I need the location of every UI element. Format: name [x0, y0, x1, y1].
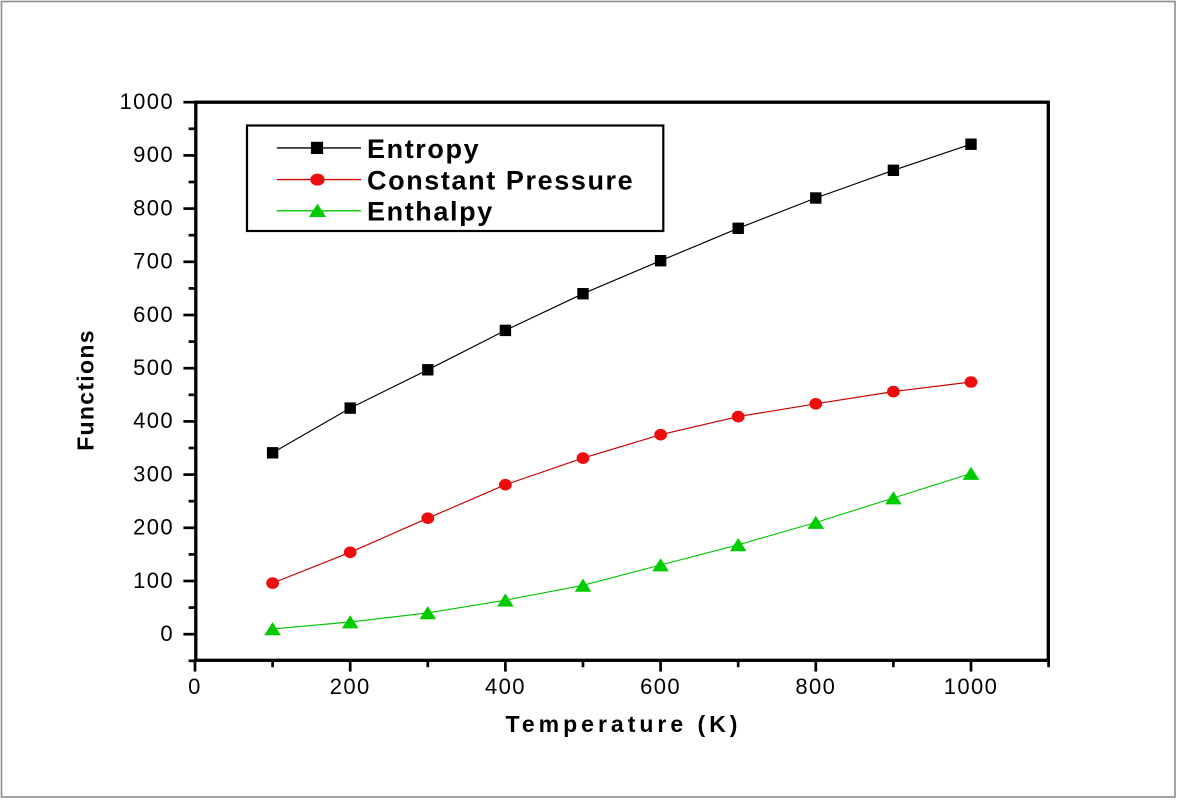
svg-text:400: 400	[133, 408, 174, 433]
svg-text:700: 700	[133, 249, 174, 274]
svg-text:200: 200	[330, 674, 371, 699]
svg-text:Enthalpy: Enthalpy	[367, 197, 494, 227]
svg-text:800: 800	[795, 674, 836, 699]
svg-text:1000: 1000	[119, 89, 174, 114]
svg-text:0: 0	[188, 674, 202, 699]
svg-text:Entropy: Entropy	[367, 134, 480, 164]
svg-text:800: 800	[133, 195, 174, 220]
svg-text:600: 600	[133, 302, 174, 327]
svg-text:300: 300	[133, 461, 174, 486]
svg-text:400: 400	[485, 674, 526, 699]
svg-text:1000: 1000	[944, 674, 999, 699]
svg-text:Constant Pressure: Constant Pressure	[367, 166, 634, 196]
svg-text:100: 100	[133, 568, 174, 593]
svg-text:0: 0	[160, 621, 174, 646]
svg-text:Functions: Functions	[73, 329, 99, 451]
svg-text:900: 900	[133, 142, 174, 167]
svg-text:500: 500	[133, 355, 174, 380]
svg-text:200: 200	[133, 515, 174, 540]
svg-text:600: 600	[640, 674, 681, 699]
svg-text:Temperature (K): Temperature (K)	[506, 711, 742, 737]
